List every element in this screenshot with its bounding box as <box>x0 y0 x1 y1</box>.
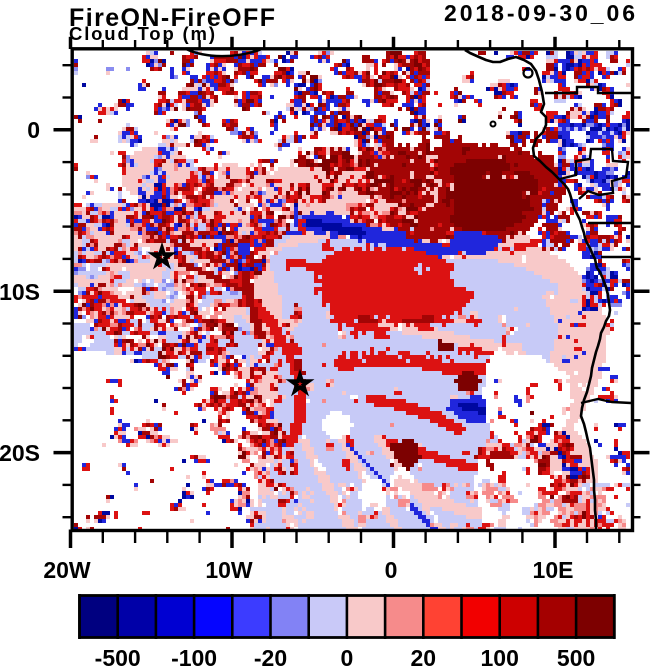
svg-text:0: 0 <box>385 557 398 583</box>
svg-text:0: 0 <box>341 645 354 667</box>
svg-text:-20: -20 <box>254 645 287 667</box>
svg-text:10W: 10W <box>205 557 253 583</box>
svg-text:0: 0 <box>27 117 40 143</box>
svg-text:10S: 10S <box>0 279 40 305</box>
svg-text:20: 20 <box>411 645 437 667</box>
svg-text:2018-09-30_06: 2018-09-30_06 <box>444 0 635 26</box>
svg-text:-100: -100 <box>171 645 217 667</box>
svg-text:-500: -500 <box>95 645 141 667</box>
svg-text:20S: 20S <box>0 440 40 466</box>
svg-text:10E: 10E <box>533 557 574 583</box>
svg-text:500: 500 <box>557 645 595 667</box>
svg-text:Cloud Top (m): Cloud Top (m) <box>69 23 215 44</box>
svg-text:FireON-FireOFF: FireON-FireOFF <box>69 4 275 32</box>
svg-text:20W: 20W <box>43 557 91 583</box>
svg-text:100: 100 <box>481 645 519 667</box>
